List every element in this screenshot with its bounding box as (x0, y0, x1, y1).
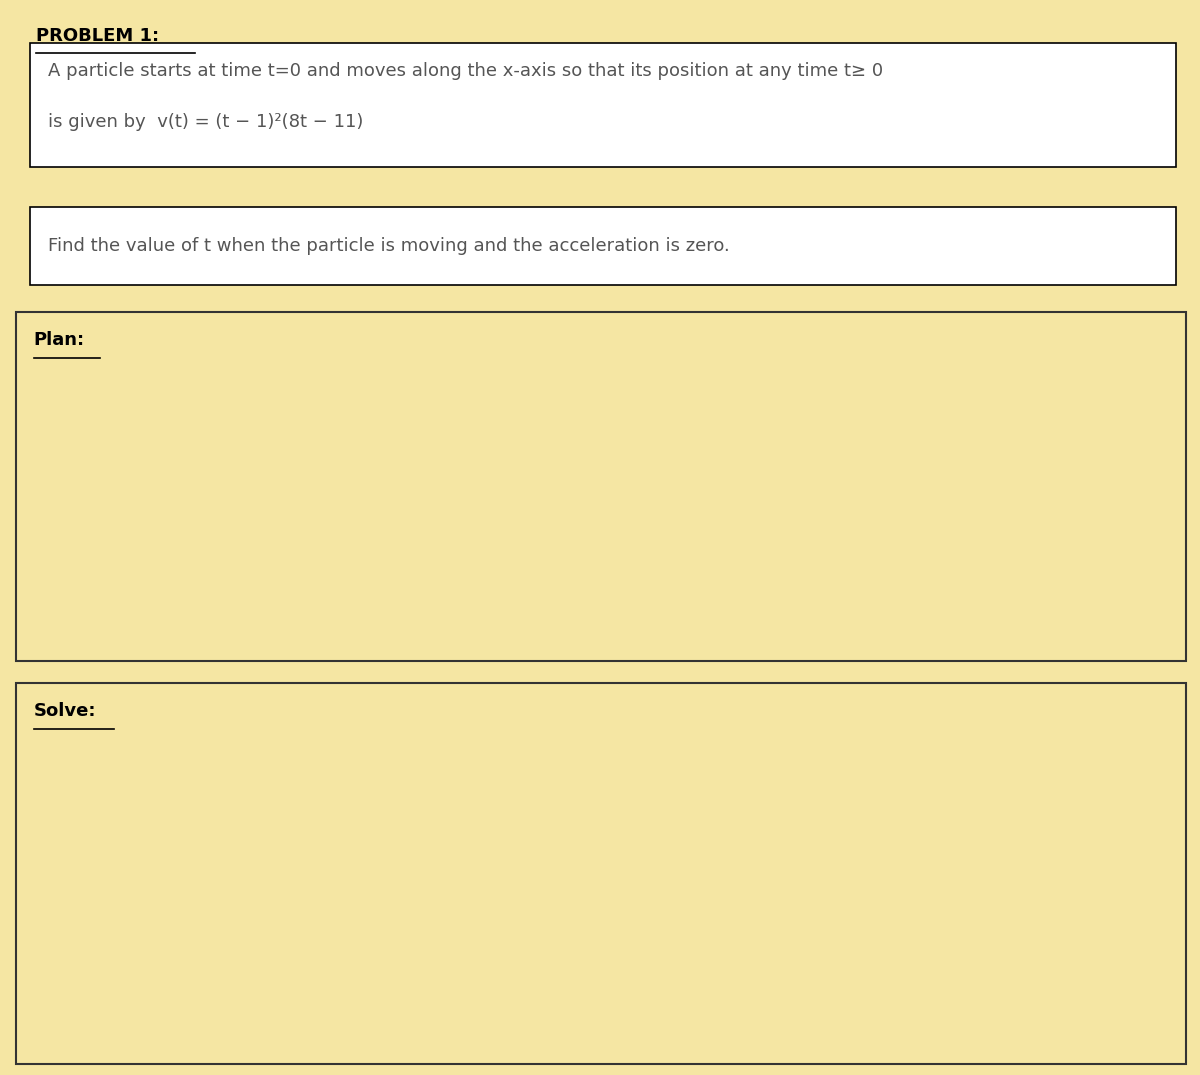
Text: PROBLEM 1:: PROBLEM 1: (36, 27, 160, 45)
Text: is given by  v(t) = (t − 1)²(8t − 11): is given by v(t) = (t − 1)²(8t − 11) (48, 113, 364, 131)
FancyBboxPatch shape (30, 207, 1176, 285)
FancyBboxPatch shape (30, 43, 1176, 167)
FancyBboxPatch shape (16, 312, 1186, 661)
Text: A particle starts at time t=0 and moves along the x-axis so that its position at: A particle starts at time t=0 and moves … (48, 62, 883, 81)
Text: Plan:: Plan: (34, 331, 85, 349)
FancyBboxPatch shape (16, 683, 1186, 1064)
Text: Find the value of t when the particle is moving and the acceleration is zero.: Find the value of t when the particle is… (48, 238, 730, 255)
Text: Solve:: Solve: (34, 702, 96, 720)
